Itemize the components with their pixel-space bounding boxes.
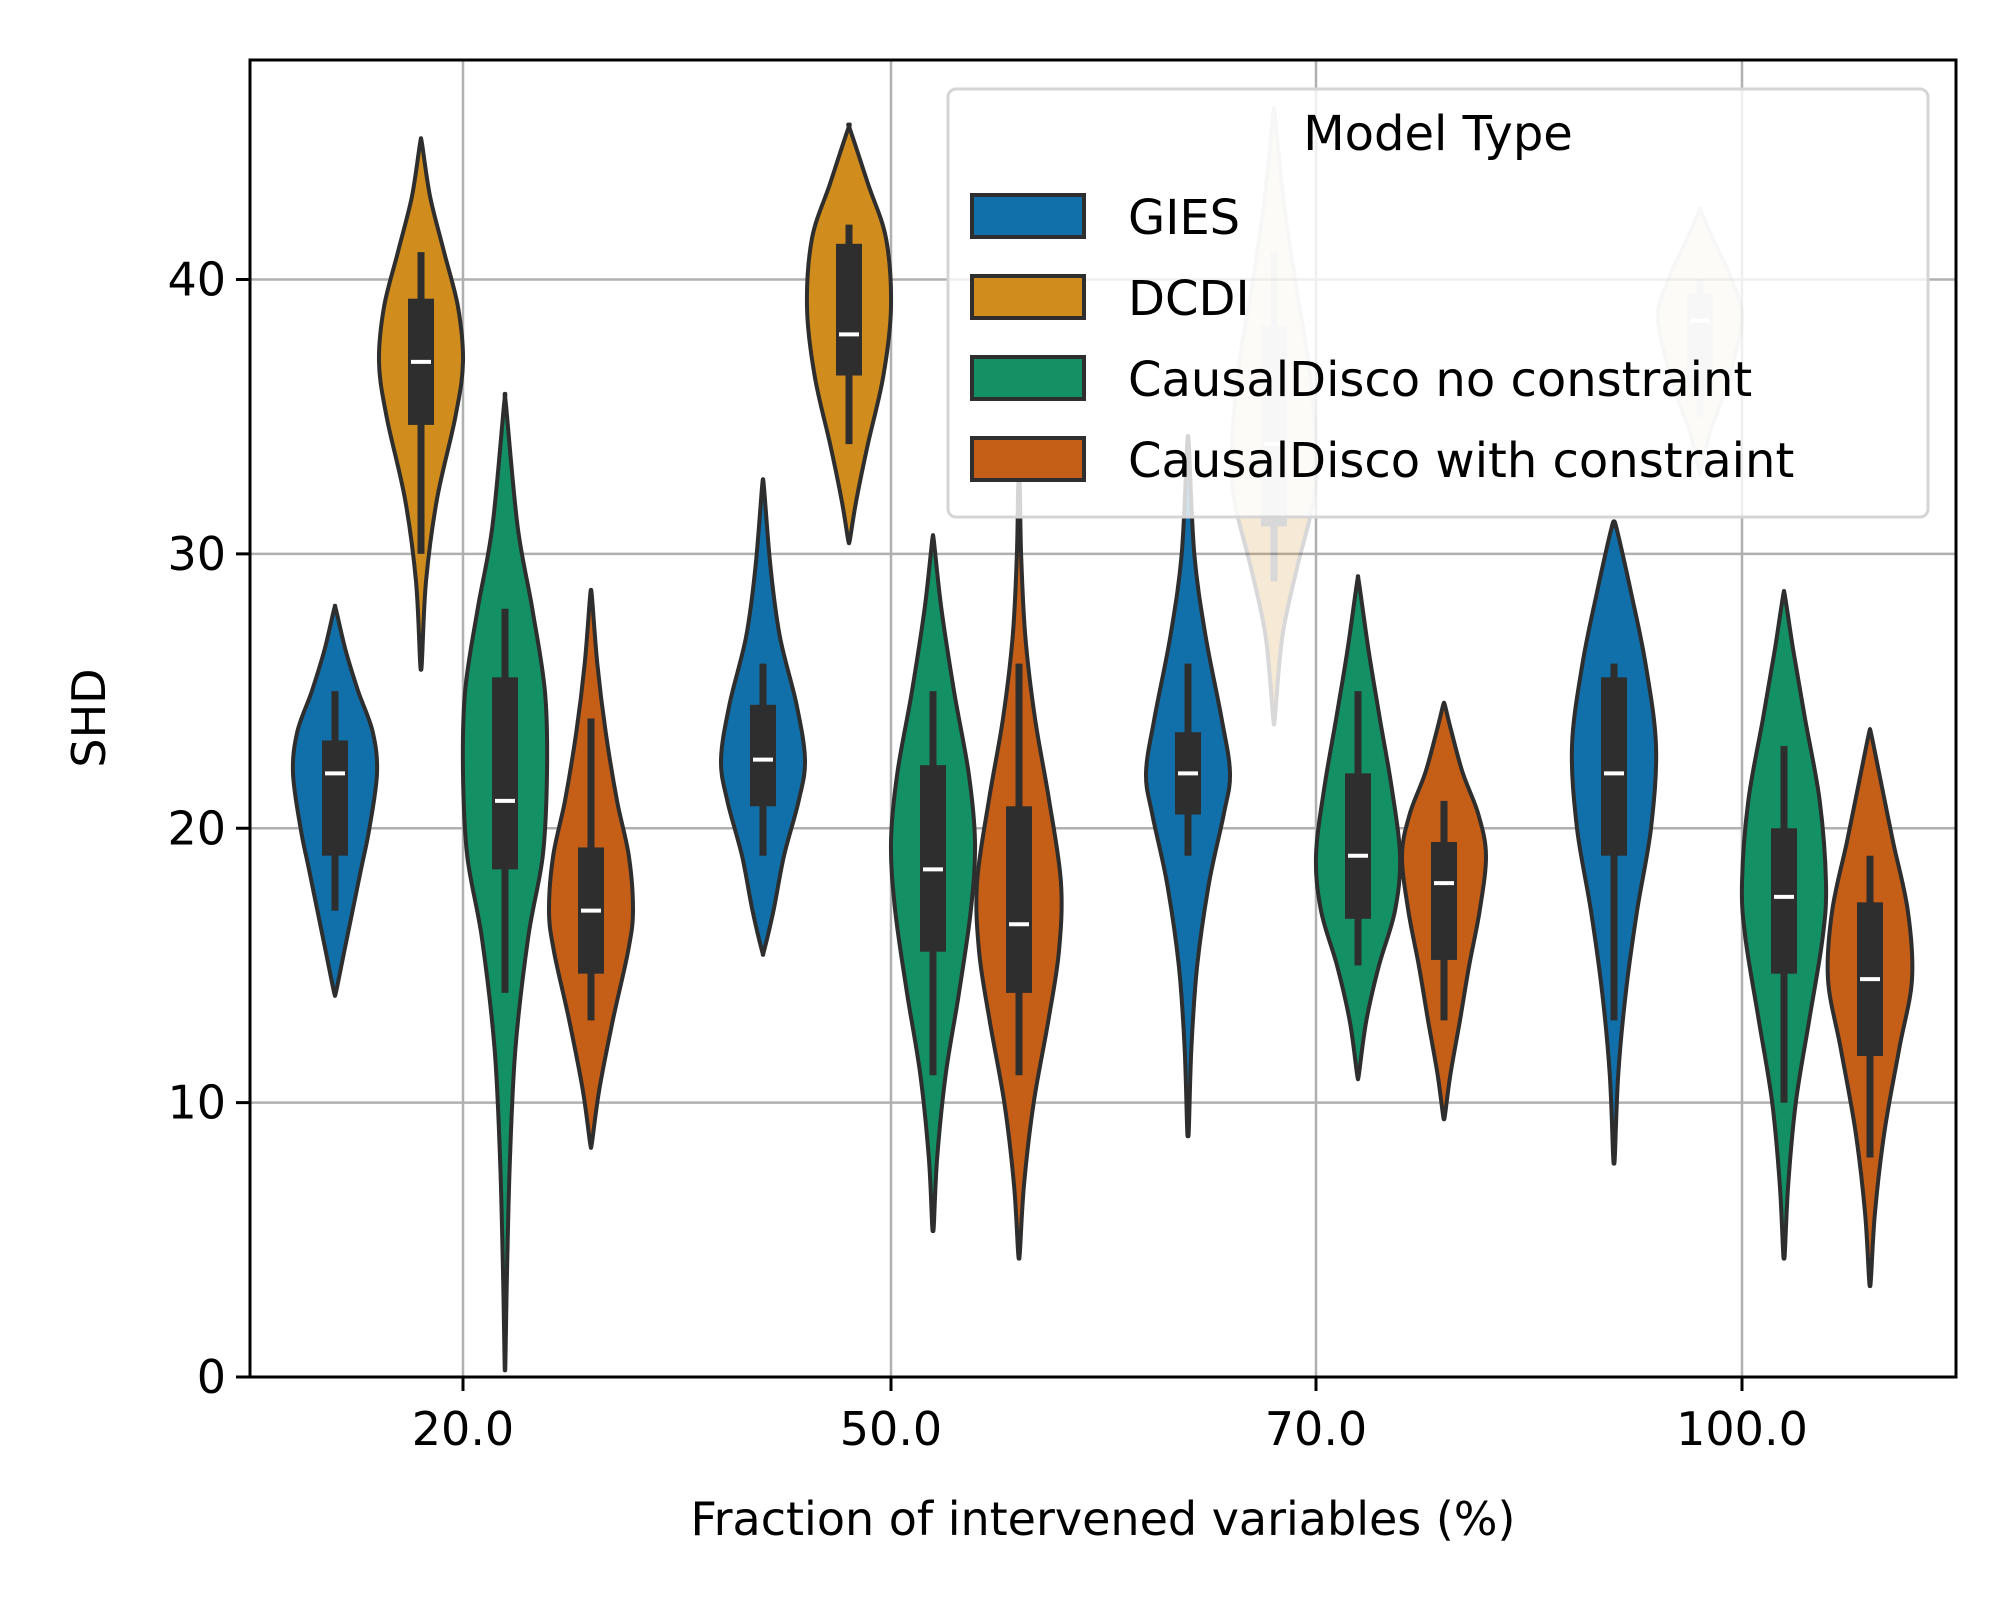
violin-iqr-box xyxy=(750,704,776,807)
legend-swatch-dcdi xyxy=(970,274,1086,320)
x-axis: 20.0 50.0 70.0 100.0 xyxy=(412,1377,1808,1456)
violin-gies-100-0 xyxy=(1569,519,1659,1166)
violin-causaldisco-with-constraint-50-0 xyxy=(974,478,1064,1261)
violin-causaldisco-no-constraint-50-0 xyxy=(888,533,978,1234)
x-tick-label-70-0: 70.0 xyxy=(1265,1402,1367,1456)
y-tick-label-40: 40 xyxy=(167,253,226,307)
legend: Model Type GIES DCDI CausalDisco no cons… xyxy=(946,87,1930,519)
x-tick-label-100-0: 100.0 xyxy=(1676,1402,1808,1456)
violin-iqr-box xyxy=(1771,828,1797,974)
violin-gies-50-0 xyxy=(718,477,808,957)
violin-iqr-box xyxy=(1006,806,1032,993)
violin-dcdi-20-0 xyxy=(376,136,466,672)
violin-iqr-box xyxy=(1601,677,1627,856)
x-axis-label: Fraction of intervened variables (%) xyxy=(691,1492,1516,1546)
legend-label-causaldisco-with-constraint: CausalDisco with constraint xyxy=(1128,433,1794,489)
violin-causaldisco-with-constraint-20-0 xyxy=(546,587,636,1150)
violin-causaldisco-no-constraint-20-0 xyxy=(460,391,550,1373)
violin-causaldisco-with-constraint-70-0 xyxy=(1399,700,1489,1122)
violin-iqr-box xyxy=(322,740,348,856)
legend-label-causaldisco-no-constraint: CausalDisco no constraint xyxy=(1128,352,1752,408)
y-axis-label: SHD xyxy=(62,668,116,767)
violin-dcdi-50-0 xyxy=(804,122,894,546)
legend-label-dcdi: DCDI xyxy=(1128,271,1250,327)
violin-causaldisco-no-constraint-70-0 xyxy=(1313,574,1403,1082)
violin-iqr-box xyxy=(492,677,518,870)
legend-box xyxy=(946,87,1930,519)
violin-iqr-box xyxy=(920,765,946,952)
legend-title: Model Type xyxy=(1303,106,1573,162)
y-tick-label-20: 20 xyxy=(167,801,226,855)
violin-iqr-box xyxy=(1345,773,1371,919)
y-tick-label-0: 0 xyxy=(197,1350,226,1404)
y-tick-label-10: 10 xyxy=(167,1076,226,1130)
legend-swatch-causaldisco-with-constraint xyxy=(970,436,1086,482)
y-axis: 0 10 20 30 40 xyxy=(167,253,250,1404)
plot-frame xyxy=(248,58,1958,1379)
legend-swatch-causaldisco-no-constraint xyxy=(970,355,1086,401)
violin-iqr-box xyxy=(836,243,862,376)
legend-label-gies: GIES xyxy=(1128,190,1240,246)
y-tick-label-30: 30 xyxy=(167,527,226,581)
legend-swatch-gies xyxy=(970,193,1086,239)
x-tick-label-50-0: 50.0 xyxy=(840,1402,942,1456)
violin-causaldisco-no-constraint-100-0 xyxy=(1739,589,1829,1261)
violins xyxy=(290,106,1915,1373)
x-tick-label-20-0: 20.0 xyxy=(412,1402,514,1456)
violin-iqr-box xyxy=(1431,841,1457,960)
violin-gies-20-0 xyxy=(290,603,380,998)
violin-gies-70-0 xyxy=(1143,434,1233,1139)
violin-causaldisco-with-constraint-100-0 xyxy=(1825,727,1915,1289)
